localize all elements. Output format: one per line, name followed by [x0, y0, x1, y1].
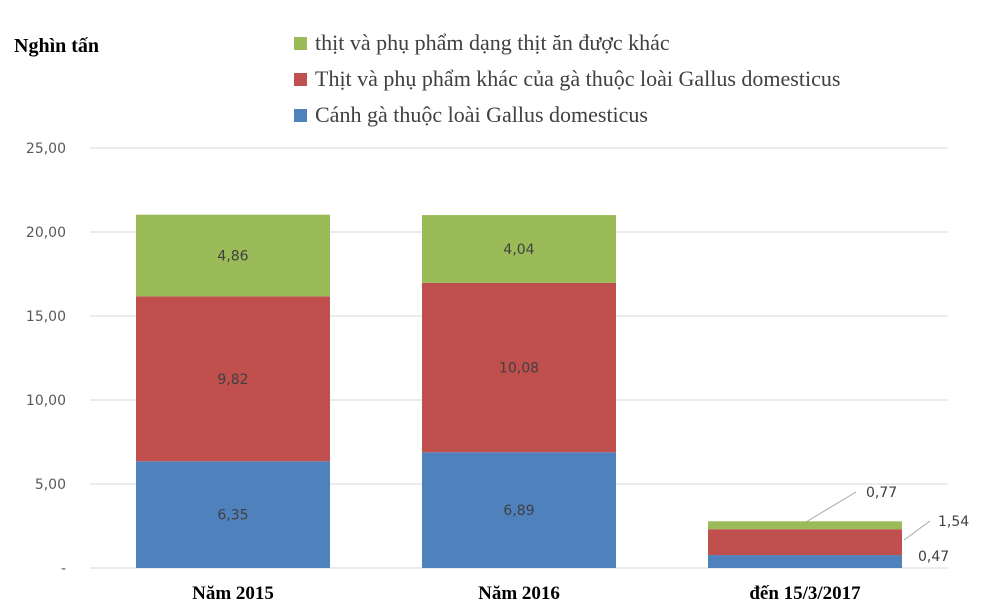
bar-segment: [136, 214, 330, 297]
bar-segment: [422, 452, 616, 568]
y-tick-label: 5,00: [35, 477, 66, 493]
bars: [136, 214, 902, 568]
y-tick-label: 10,00: [26, 393, 66, 409]
data-label: 0,47: [918, 549, 949, 565]
bar-segment: [422, 215, 616, 283]
legend-label: thịt và phụ phẩm dạng thịt ăn được khác: [315, 30, 670, 55]
bar-segment: [422, 282, 616, 453]
unit-label: Nghìn tấn: [14, 35, 99, 57]
legend-label: Cánh gà thuộc loài Gallus domesticus: [315, 102, 648, 127]
legend-swatch: [294, 109, 307, 122]
y-axis: - 5,00 10,00 15,00 20,00 25,00: [26, 141, 66, 577]
y-tick-label: 15,00: [26, 309, 66, 325]
data-label: 4,86: [217, 249, 248, 265]
bar-segment: [708, 529, 902, 556]
legend-label: Thịt và phụ phẩm khác của gà thuộc loài …: [315, 66, 840, 91]
bar-segment: [708, 555, 902, 568]
data-label: 9,82: [217, 372, 248, 388]
label-leader-line: [805, 491, 857, 523]
label-leader-line: [903, 520, 931, 541]
data-label: 6,89: [503, 503, 534, 519]
y-tick-label: -: [61, 561, 66, 577]
data-labels: 6,35 9,82 4,86 6,89 10,08 4,04 0,77 1,54 0,47: [217, 242, 969, 565]
x-axis: Năm 2015 Năm 2016 đến 15/3/2017: [192, 583, 861, 604]
data-label: 0,77: [866, 485, 897, 501]
data-label: 6,35: [217, 508, 248, 524]
data-label: 4,04: [503, 242, 534, 258]
bar-segment: [136, 296, 330, 462]
legend-swatch: [294, 73, 307, 86]
x-category-label: Năm 2016: [478, 583, 560, 604]
bar-segment: [136, 461, 330, 568]
data-label: 10,08: [499, 361, 539, 377]
bar-segment: [708, 521, 902, 530]
x-category-label: đến 15/3/2017: [749, 583, 861, 604]
data-label: 1,54: [938, 514, 969, 530]
x-category-label: Năm 2015: [192, 583, 274, 604]
legend-swatch: [294, 37, 307, 50]
legend: thịt và phụ phẩm dạng thịt ăn được khác T…: [294, 30, 840, 127]
y-tick-label: 20,00: [26, 225, 66, 241]
y-tick-label: 25,00: [26, 141, 66, 157]
